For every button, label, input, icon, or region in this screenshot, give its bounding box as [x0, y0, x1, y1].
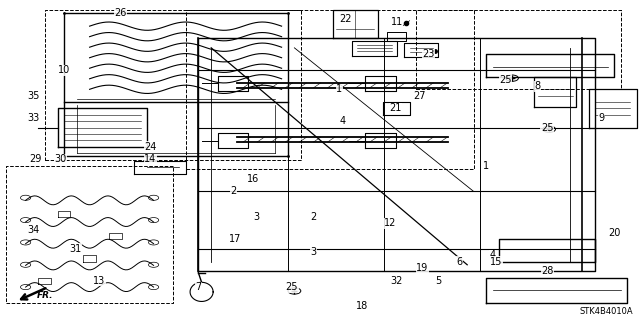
- Text: 22: 22: [339, 14, 352, 24]
- Text: 2: 2: [310, 212, 317, 222]
- Text: 20: 20: [608, 228, 621, 238]
- Text: 12: 12: [384, 218, 397, 228]
- Text: 19: 19: [416, 263, 429, 273]
- Text: 7: 7: [195, 282, 202, 292]
- Text: 3: 3: [253, 212, 259, 222]
- Text: 3: 3: [310, 247, 317, 257]
- Text: 4: 4: [339, 116, 346, 126]
- Text: 30: 30: [54, 154, 67, 165]
- Text: 23: 23: [422, 49, 435, 59]
- Text: 16: 16: [246, 174, 259, 184]
- Text: 35: 35: [27, 91, 40, 101]
- Text: 6: 6: [456, 256, 463, 267]
- Text: 25: 25: [285, 282, 298, 292]
- Text: STK4B4010A: STK4B4010A: [580, 307, 634, 316]
- Text: 11: 11: [390, 17, 403, 27]
- Text: 32: 32: [390, 276, 403, 286]
- Text: 10: 10: [58, 65, 70, 75]
- Text: 1: 1: [483, 161, 490, 171]
- Text: 28: 28: [541, 266, 554, 276]
- Text: 2: 2: [230, 186, 237, 197]
- Text: 17: 17: [229, 234, 242, 244]
- Text: 4: 4: [490, 250, 496, 260]
- Text: 31: 31: [69, 244, 82, 254]
- Text: 34: 34: [27, 225, 40, 235]
- Text: 9: 9: [598, 113, 605, 123]
- Text: 27: 27: [413, 91, 426, 101]
- Text: 8: 8: [534, 81, 541, 91]
- Text: 26: 26: [114, 8, 127, 18]
- Text: 21: 21: [389, 103, 402, 114]
- Text: 25: 25: [499, 75, 512, 85]
- Text: 25: 25: [541, 122, 554, 133]
- Text: 29: 29: [29, 154, 42, 165]
- Text: 1: 1: [336, 84, 342, 94]
- Text: 13: 13: [93, 276, 106, 286]
- Text: 5: 5: [435, 276, 442, 286]
- Text: 14: 14: [144, 154, 157, 165]
- Text: FR.: FR.: [37, 291, 54, 300]
- Text: 18: 18: [355, 301, 368, 311]
- Text: 24: 24: [144, 142, 157, 152]
- Text: 33: 33: [27, 113, 40, 123]
- Text: 15: 15: [490, 256, 502, 267]
